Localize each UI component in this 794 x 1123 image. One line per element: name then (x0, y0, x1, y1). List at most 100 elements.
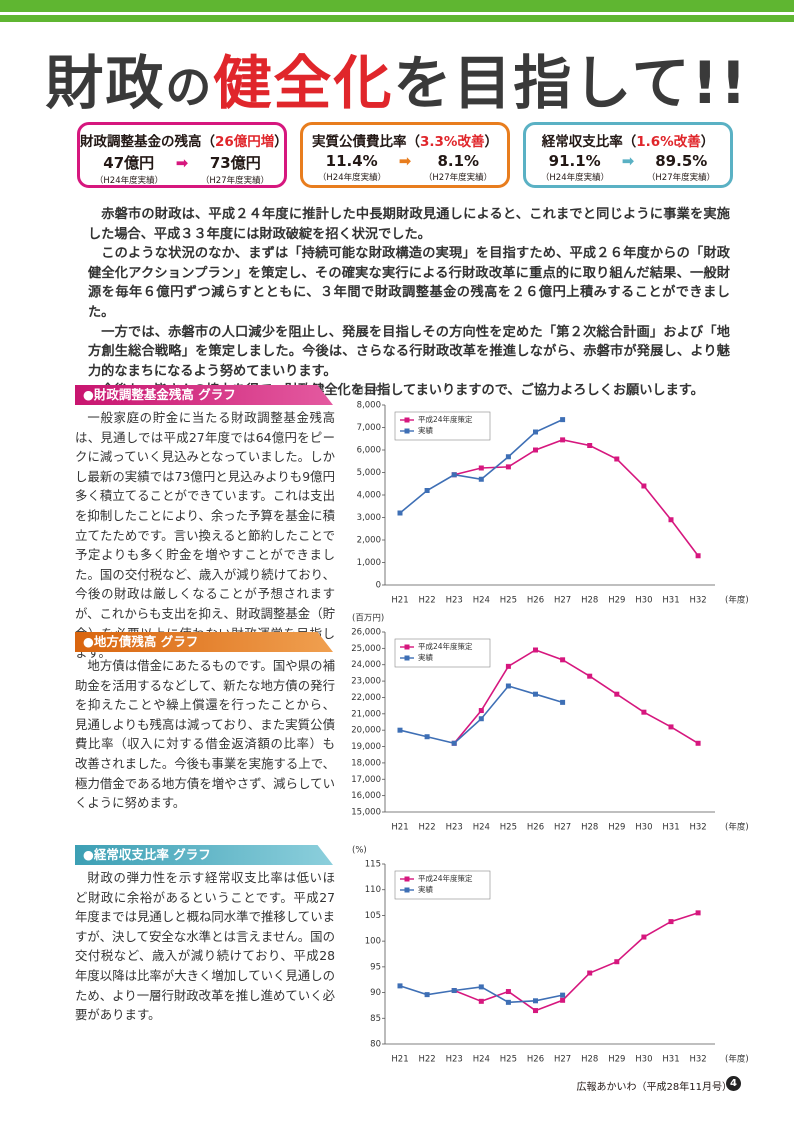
x-tick-label: H31 (662, 596, 679, 606)
summary-from: 11.4% (325, 152, 378, 170)
x-tick-label: H31 (662, 823, 679, 833)
summary-to: 89.5% (655, 152, 708, 170)
summary-box: 経常収支比率（1.6%改善） 91.1% ➡ 89.5% （H24年度実績） （H27年度… (523, 122, 733, 188)
summary-title: 経常収支比率（ (541, 134, 637, 150)
x-tick-label: H23 (446, 596, 463, 606)
y-unit: (百万円) (352, 387, 384, 397)
y-tick-label: 80 (370, 1040, 381, 1050)
series-line (399, 685, 563, 745)
data-point (397, 983, 403, 989)
legend-marker (404, 655, 410, 661)
y-tick-label: 23,000 (351, 677, 381, 687)
data-point (424, 488, 430, 493)
data-point (587, 970, 593, 976)
x-tick-label: H29 (608, 823, 625, 833)
legend-label: 実績 (418, 884, 433, 894)
summary-highlight: 26億円増 (215, 134, 275, 150)
y-tick-label: 95 (370, 962, 381, 972)
paragraph: 一方では、赤磐市の人口減少を阻止し、発展を目指しその方向性を定めた「第２次総合計… (88, 324, 730, 379)
data-point (533, 1008, 538, 1014)
legend-box (394, 638, 491, 668)
data-point (614, 456, 620, 462)
y-tick-label: 18,000 (351, 758, 381, 768)
x-tick-label: H22 (418, 1055, 435, 1065)
publication: 広報あかいわ（平成28年11月号） (576, 1082, 732, 1093)
arrow: ➡ (175, 154, 189, 172)
data-point (587, 673, 593, 679)
data-point (560, 417, 566, 423)
legend-box (394, 411, 491, 441)
paragraph: 赤磐市の財政は、平成２４年度に推計した中長期財政見通しによると、これまでと同じよ… (88, 207, 730, 242)
summary-to: 8.1% (437, 152, 480, 170)
summary-title-end: ） (484, 134, 498, 150)
top-stripe (0, 12, 794, 15)
legend-marker (404, 887, 410, 893)
data-point (668, 919, 674, 925)
y-tick-label: 15,000 (351, 808, 381, 818)
data-point (478, 998, 484, 1004)
summary-to-note: （H27年度実績） (646, 173, 716, 183)
title-part: 健全化 (213, 49, 394, 117)
data-point (478, 476, 484, 482)
section-text: 一般家庭の貯金に当たる財政調整基金残高は、見通しでは平成27年度では64億円をピ… (75, 410, 335, 661)
x-tick-label: H25 (500, 596, 517, 606)
x-unit: (年度) (725, 595, 749, 606)
section-heading: ●経常収支比率 グラフ (75, 845, 333, 865)
y-tick-label: 85 (370, 1014, 381, 1024)
data-point (533, 691, 538, 697)
data-point (560, 699, 566, 705)
y-tick-label: 20,000 (351, 726, 381, 736)
data-point (505, 999, 511, 1005)
x-tick-label: H21 (391, 1055, 408, 1065)
data-point (424, 734, 430, 740)
x-tick-label: H30 (635, 1055, 652, 1065)
data-point (505, 683, 511, 689)
top-bar (0, 0, 794, 22)
data-point (587, 443, 593, 448)
y-tick-label: 6,000 (357, 446, 381, 456)
x-tick-label: H22 (418, 823, 435, 833)
x-tick-label: H25 (500, 823, 517, 833)
y-tick-label: 25,000 (351, 644, 381, 654)
section-text: 財政の弾力性を示す経常収支比率は低いほど財政に余裕があるということです。平成27… (75, 870, 335, 1023)
legend-box (394, 870, 491, 900)
x-tick-label: H24 (473, 823, 490, 833)
legend-label: 実績 (418, 652, 433, 662)
data-point (505, 464, 511, 470)
data-point (641, 934, 647, 940)
y-tick-label: 22,000 (351, 693, 381, 703)
legend-label: 平成24年度策定 (418, 873, 473, 883)
x-tick-label: H24 (473, 596, 490, 606)
legend-label: 実績 (418, 425, 433, 435)
arrow: ➡ (621, 152, 635, 170)
legend-marker (404, 417, 410, 423)
data-point (397, 510, 403, 516)
x-tick-label: H26 (527, 823, 544, 833)
data-point (451, 472, 457, 478)
series-line (453, 912, 699, 1012)
x-unit: (年度) (725, 822, 749, 833)
x-tick-label: H21 (391, 596, 408, 606)
data-point (614, 959, 620, 965)
data-point (695, 740, 701, 746)
summary-from: 47億円 (103, 154, 155, 172)
x-tick-label: H23 (446, 823, 463, 833)
summary-title: 実質公債費比率（ (312, 134, 421, 150)
y-tick-label: 1,000 (357, 558, 381, 568)
x-tick-label: H28 (581, 823, 598, 833)
data-point (695, 553, 701, 559)
data-point (533, 447, 538, 453)
summary-from-note: （H24年度実績） (540, 173, 610, 183)
x-tick-label: H27 (554, 596, 571, 606)
legend-marker (404, 876, 410, 882)
series-line (453, 649, 699, 744)
x-tick-label: H29 (608, 596, 625, 606)
data-point (695, 910, 701, 916)
summary-to: 73億円 (209, 154, 261, 172)
title-part: を目指して!! (393, 49, 749, 117)
x-tick-label: H22 (418, 596, 435, 606)
data-point (478, 984, 484, 990)
x-tick-label: H26 (527, 1055, 544, 1065)
